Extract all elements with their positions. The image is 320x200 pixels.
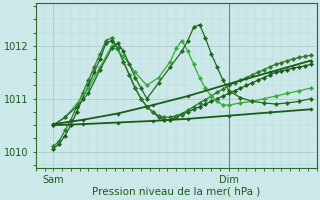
X-axis label: Pression niveau de la mer( hPa ): Pression niveau de la mer( hPa ) — [92, 187, 260, 197]
